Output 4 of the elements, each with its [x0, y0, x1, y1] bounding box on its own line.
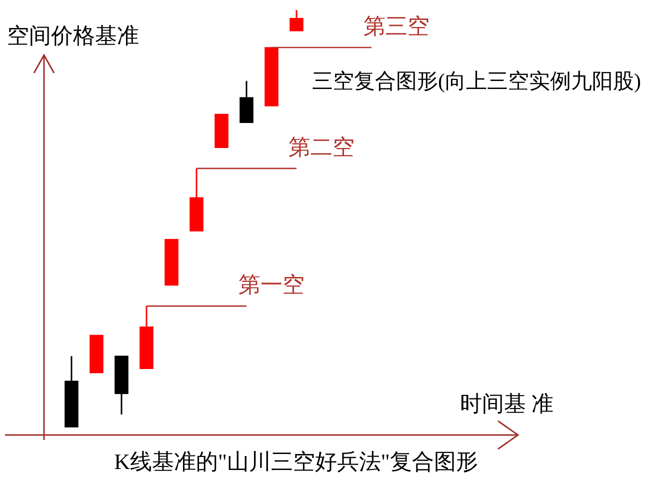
annotation: K线基准的"山川三空好兵法"复合图形	[114, 449, 478, 474]
ylabel: 空间价格基准	[7, 23, 139, 48]
annotation: 时间基 准	[460, 391, 554, 416]
title: 三空复合图形(向上三空实例九阳股)	[312, 69, 641, 93]
